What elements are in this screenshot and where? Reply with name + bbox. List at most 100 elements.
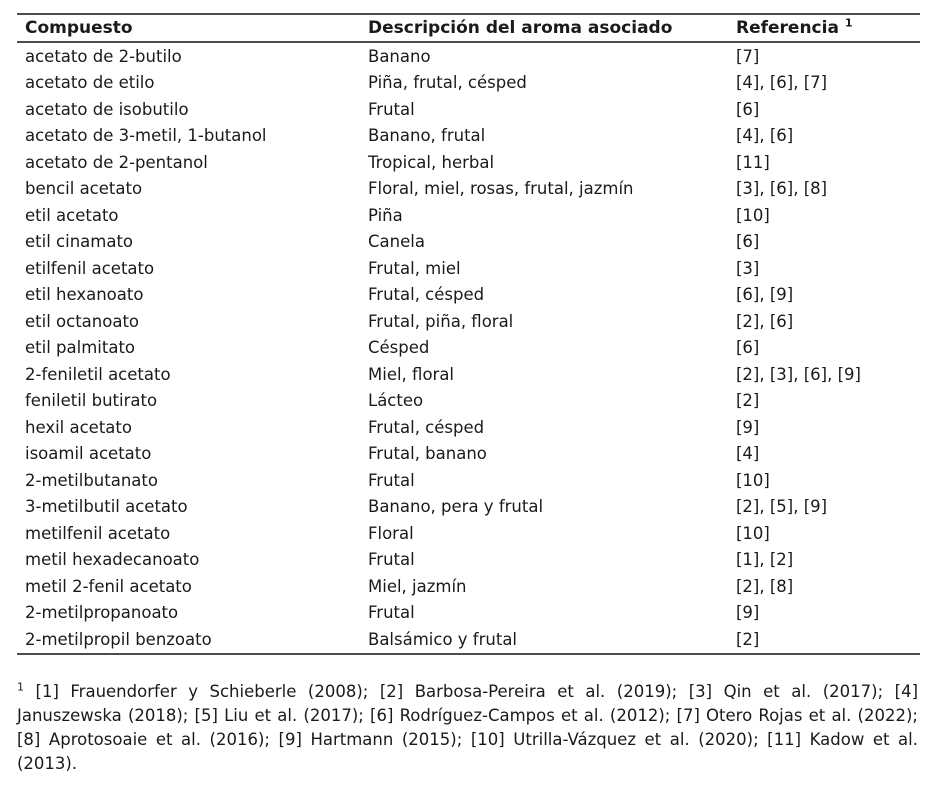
reference-cell: [2] (736, 391, 760, 411)
aroma-cell: Miel, floral (368, 364, 455, 384)
reference-cell: [2] (736, 629, 760, 649)
compound-cell: hexil acetato (25, 417, 132, 437)
compound-cell: 3-metilbutil acetato (25, 497, 188, 517)
reference-cell: [6] (736, 338, 760, 358)
header-footnote-marker: 1 (844, 16, 853, 30)
reference-cell: [2], [6] (736, 311, 794, 331)
table-row: acetato de 3-metil, 1-butanol Banano, fr… (17, 123, 920, 150)
aroma-cell: Césped (368, 338, 430, 358)
table-row: 2-metilpropanoato Frutal [9] (17, 600, 920, 627)
aroma-cell: Frutal (368, 550, 415, 570)
reference-cell: [10] (736, 205, 770, 225)
compound-cell: acetato de etilo (25, 73, 155, 93)
reference-cell: [2], [8] (736, 576, 794, 596)
aroma-cell: Floral (368, 523, 414, 543)
table-row: 2-metilpropil benzoato Balsámico y fruta… (17, 626, 920, 654)
compound-cell: 2-metilbutanato (25, 470, 158, 490)
aroma-compound-table: Compuesto Descripción del aroma asociado… (17, 13, 920, 655)
compound-cell: 2-feniletil acetato (25, 364, 171, 384)
header-aroma-description: Descripción del aroma asociado (360, 14, 728, 42)
reference-cell: [4] (736, 444, 760, 464)
aroma-cell: Lácteo (368, 391, 424, 411)
table-row: metil 2-fenil acetato Miel, jazmín [2], … (17, 573, 920, 600)
table-row: etil octanoato Frutal, piña, floral [2],… (17, 308, 920, 335)
table-row: feniletil butirato Lácteo [2] (17, 388, 920, 415)
aroma-cell: Balsámico y frutal (368, 629, 518, 649)
table-row: bencil acetato Floral, miel, rosas, frut… (17, 176, 920, 203)
compound-cell: etil octanoato (25, 311, 140, 331)
compound-cell: metil hexadecanoato (25, 550, 200, 570)
header-aroma-description-label: Descripción del aroma asociado (368, 18, 673, 38)
aroma-cell: Miel, jazmín (368, 576, 467, 596)
table-row: isoamil acetato Frutal, banano [4] (17, 441, 920, 468)
reference-cell: [6], [9] (736, 285, 794, 305)
compound-cell: 2-metilpropanoato (25, 603, 179, 623)
reference-cell: [2], [5], [9] (736, 497, 828, 517)
reference-cell: [1], [2] (736, 550, 794, 570)
header-reference-label: Referencia (736, 18, 839, 38)
compound-cell: 2-metilpropil benzoato (25, 629, 212, 649)
table-row: metil hexadecanoato Frutal [1], [2] (17, 547, 920, 574)
compound-cell: isoamil acetato (25, 444, 152, 464)
header-compound: Compuesto (17, 14, 360, 42)
aroma-cell: Frutal (368, 603, 415, 623)
compound-cell: acetato de 2-pentanol (25, 152, 208, 172)
aroma-cell: Banano, pera y frutal (368, 497, 544, 517)
table-row: 3-metilbutil acetato Banano, pera y frut… (17, 494, 920, 521)
footnote-text: [1] Frauendorfer y Schieberle (2008); [2… (17, 681, 919, 773)
aroma-cell: Frutal, miel (368, 258, 461, 278)
aroma-cell: Floral, miel, rosas, frutal, jazmín (368, 179, 634, 199)
aroma-cell: Piña (368, 205, 403, 225)
compound-cell: metil 2-fenil acetato (25, 576, 192, 596)
aroma-cell: Banano, frutal (368, 126, 486, 146)
aroma-cell: Frutal, banano (368, 444, 487, 464)
compound-cell: feniletil butirato (25, 391, 158, 411)
aroma-cell: Tropical, herbal (368, 152, 495, 172)
table-row: etilfenil acetato Frutal, miel [3] (17, 255, 920, 282)
table-row: 2-feniletil acetato Miel, floral [2], [3… (17, 361, 920, 388)
table-row: acetato de 2-pentanol Tropical, herbal [… (17, 149, 920, 176)
aroma-cell: Frutal, piña, floral (368, 311, 514, 331)
header-reference: Referencia 1 (728, 14, 920, 42)
aroma-cell: Piña, frutal, césped (368, 73, 527, 93)
table-row: acetato de isobutilo Frutal [6] (17, 96, 920, 123)
reference-cell: [2], [3], [6], [9] (736, 364, 861, 384)
table-row: 2-metilbutanato Frutal [10] (17, 467, 920, 494)
compound-cell: bencil acetato (25, 179, 143, 199)
reference-cell: [4], [6] (736, 126, 794, 146)
reference-cell: [7] (736, 46, 760, 66)
compound-cell: etilfenil acetato (25, 258, 155, 278)
reference-cell: [3] (736, 258, 760, 278)
table-row: etil cinamato Canela [6] (17, 229, 920, 256)
aroma-cell: Canela (368, 232, 425, 252)
aroma-cell: Frutal, césped (368, 285, 485, 305)
table-row: acetato de etilo Piña, frutal, césped [4… (17, 70, 920, 97)
aroma-cell: Frutal (368, 99, 415, 119)
compound-cell: acetato de isobutilo (25, 99, 189, 119)
header-compound-label: Compuesto (25, 18, 133, 38)
footnote: 1 [1] Frauendorfer y Schieberle (2008); … (17, 680, 918, 776)
reference-cell: [3], [6], [8] (736, 179, 828, 199)
reference-cell: [6] (736, 99, 760, 119)
aroma-cell: Banano (368, 46, 431, 66)
reference-cell: [10] (736, 523, 770, 543)
compound-cell: metilfenil acetato (25, 523, 171, 543)
compound-cell: etil cinamato (25, 232, 134, 252)
table-row: etil acetato Piña [10] (17, 202, 920, 229)
table-row: metilfenil acetato Floral [10] (17, 520, 920, 547)
aroma-cell: Frutal (368, 470, 415, 490)
reference-cell: [9] (736, 603, 760, 623)
aroma-cell: Frutal, césped (368, 417, 485, 437)
footnote-marker: 1 (17, 680, 24, 693)
reference-cell: [6] (736, 232, 760, 252)
table-header-row: Compuesto Descripción del aroma asociado… (17, 14, 920, 42)
reference-cell: [4], [6], [7] (736, 73, 828, 93)
compound-cell: acetato de 2-butilo (25, 46, 182, 66)
table-row: hexil acetato Frutal, césped [9] (17, 414, 920, 441)
reference-cell: [10] (736, 470, 770, 490)
compound-cell: acetato de 3-metil, 1-butanol (25, 126, 267, 146)
table-body: acetato de 2-butilo Banano [7] acetato d… (17, 42, 920, 654)
reference-cell: [11] (736, 152, 770, 172)
table-row: etil palmitato Césped [6] (17, 335, 920, 362)
